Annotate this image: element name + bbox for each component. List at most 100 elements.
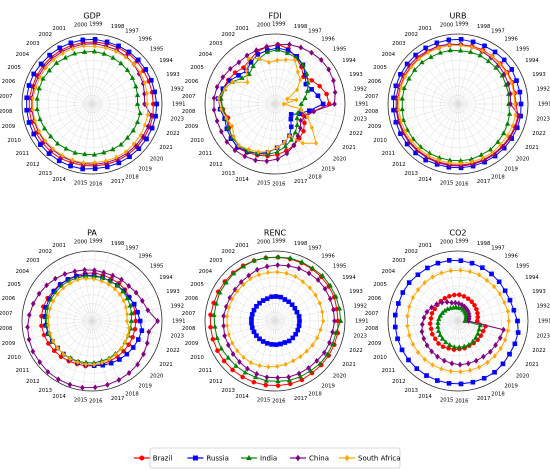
point: [225, 354, 231, 360]
spoke: [457, 320, 524, 348]
angular-tick-label: 2009: [2, 124, 15, 130]
point: [232, 147, 238, 154]
angular-tick-label: 2021: [159, 362, 172, 368]
angular-tick-label: 2014: [418, 177, 432, 183]
point: [415, 272, 421, 278]
point: [153, 113, 158, 119]
angular-tick-label: 1993: [166, 289, 179, 295]
angular-tick-label: 2000: [74, 239, 88, 245]
point: [320, 309, 325, 315]
angular-tick-label: 1991: [538, 102, 550, 108]
point: [38, 61, 44, 67]
point: [296, 265, 302, 272]
point: [154, 101, 160, 107]
angular-tick-label: 2015: [257, 398, 270, 404]
angular-tick-label: 2017: [294, 396, 307, 402]
angular-tick-label: 2007: [0, 311, 12, 317]
point: [295, 133, 301, 140]
point: [56, 158, 62, 164]
point: [30, 348, 36, 355]
point: [126, 49, 132, 55]
angular-tick-label: 2000: [74, 22, 88, 28]
point: [246, 71, 252, 77]
point: [396, 106, 401, 113]
point: [104, 164, 110, 170]
spoke: [212, 103, 276, 137]
point: [75, 359, 80, 366]
angular-tick-label: 2014: [418, 394, 432, 400]
point: [442, 295, 448, 301]
series-line: [36, 51, 141, 156]
point: [75, 276, 80, 283]
point: [425, 265, 430, 271]
point: [493, 64, 499, 70]
spoke: [411, 320, 459, 375]
point: [71, 50, 78, 56]
angular-tick-label: 2006: [368, 296, 382, 302]
point: [474, 306, 479, 312]
point: [226, 304, 231, 311]
point: [278, 294, 284, 300]
point: [296, 323, 302, 328]
point: [458, 258, 464, 263]
point: [317, 300, 322, 306]
point: [481, 376, 487, 381]
point: [295, 69, 300, 75]
legend-label: Brazil: [153, 455, 173, 463]
point: [251, 257, 257, 263]
point: [309, 124, 314, 131]
point: [294, 309, 300, 315]
spoke: [457, 320, 499, 379]
point: [296, 370, 302, 377]
spoke: [91, 320, 122, 385]
spoke: [91, 320, 96, 391]
spoke: [264, 251, 276, 322]
point: [504, 120, 511, 126]
spoke: [91, 320, 152, 360]
angular-tick-label: 1998: [294, 24, 308, 30]
spoke: [24, 320, 93, 341]
point: [236, 59, 242, 66]
point: [515, 318, 520, 324]
spoke: [212, 288, 276, 322]
angular-tick-label: 2003: [392, 258, 405, 264]
point: [296, 314, 302, 319]
point: [298, 117, 304, 124]
series-line: [46, 275, 133, 364]
point: [136, 146, 142, 151]
angular-tick-label: 2009: [185, 341, 198, 347]
point: [124, 351, 130, 357]
point: [92, 37, 98, 42]
spoke: [434, 320, 459, 388]
angular-tick-label: 2017: [477, 396, 490, 402]
point: [44, 282, 49, 289]
point: [433, 336, 438, 342]
point: [103, 45, 108, 51]
series-line: [27, 269, 159, 389]
point: [465, 360, 471, 367]
spoke: [390, 301, 459, 322]
point: [449, 299, 455, 306]
point: [447, 293, 452, 299]
point: [101, 149, 107, 155]
point: [264, 49, 271, 54]
point: [500, 143, 506, 150]
point: [242, 369, 248, 375]
point: [442, 307, 448, 313]
point: [492, 370, 497, 375]
point: [245, 365, 250, 372]
point: [113, 351, 118, 358]
point: [26, 120, 32, 125]
point: [497, 291, 503, 297]
point: [116, 376, 122, 383]
point: [124, 295, 130, 301]
chart-title: RENC: [264, 229, 287, 238]
angular-tick-label: 2016: [89, 398, 103, 404]
angular-tick-label: 2022: [532, 348, 545, 354]
point: [467, 49, 474, 55]
point: [399, 95, 405, 101]
angular-tick-label: 1995: [516, 263, 529, 269]
point: [63, 145, 69, 151]
point: [275, 378, 281, 384]
point: [123, 339, 128, 345]
